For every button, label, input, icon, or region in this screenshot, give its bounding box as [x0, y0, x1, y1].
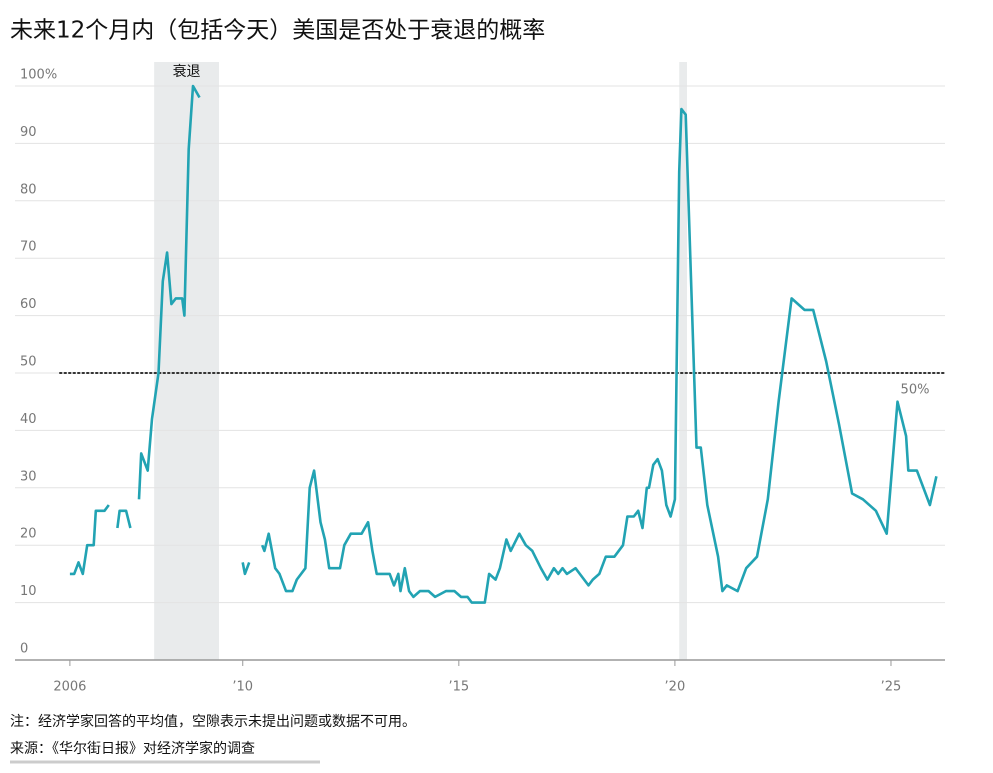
- y-tick-label: 40: [20, 412, 37, 427]
- y-tick-label: 80: [20, 182, 37, 197]
- source-note: 来源：《华尔街日报》对经济学家的调查: [10, 740, 255, 757]
- x-tick-label: ’20: [665, 680, 686, 695]
- footnote: 注：经济学家回答的平均值，空隙表示未提出问题或数据不可用。: [10, 713, 416, 730]
- reference-label: 50%: [901, 383, 930, 398]
- x-tick-label: ’25: [881, 680, 902, 695]
- recession-band: [154, 62, 219, 660]
- y-tick-label: 30: [20, 469, 37, 484]
- y-tick-label: 90: [20, 125, 37, 140]
- x-tick-label: 2006: [53, 680, 86, 695]
- y-tick-label: 10: [20, 584, 37, 599]
- y-tick-label: 20: [20, 527, 37, 542]
- data-line: [69, 84, 938, 604]
- x-tick-label: ’10: [232, 680, 253, 695]
- x-tick-label: ’15: [448, 680, 469, 695]
- y-tick-label: 100%: [20, 68, 57, 83]
- recession-label: 衰退: [173, 63, 201, 80]
- y-tick-label: 0: [20, 642, 28, 657]
- y-tick-label: 70: [20, 240, 37, 255]
- chart-title: 未来12个月内（包括今天）美国是否处于衰退的概率: [10, 18, 545, 44]
- y-tick-label: 60: [20, 297, 37, 312]
- y-tick-label: 50: [20, 355, 37, 370]
- recession-band: [679, 62, 688, 660]
